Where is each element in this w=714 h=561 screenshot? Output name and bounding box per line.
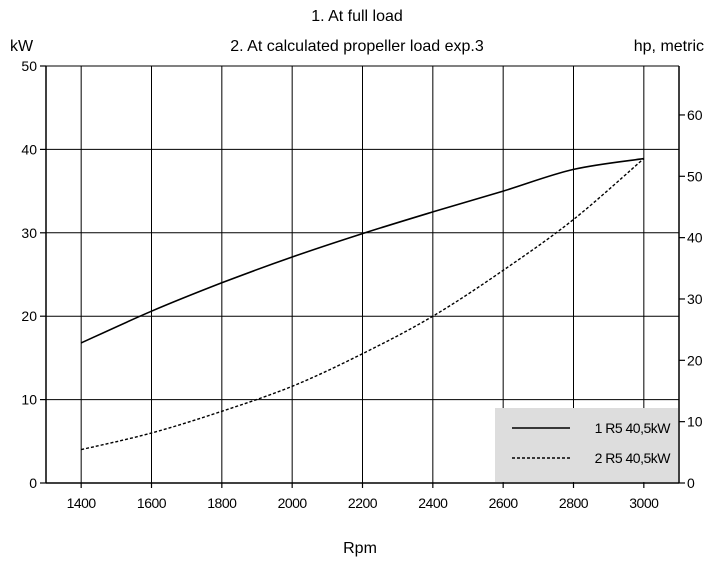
chart-title-line-1: 1. At full load <box>311 8 403 25</box>
y-tick-label-right-10: 10 <box>687 414 703 430</box>
axes: 0 10 20 30 40 50 0 10 20 30 40 50 60 1400 1600 1800 2000… <box>21 58 702 511</box>
x-axis-label: Rpm <box>343 540 377 557</box>
x-tick-label-2400: 2400 <box>418 495 448 511</box>
x-tick-label-2200: 2200 <box>348 495 378 511</box>
x-tick-label-2600: 2600 <box>489 495 519 511</box>
x-tick-label-1600: 1600 <box>137 495 167 511</box>
legend-box <box>495 408 678 482</box>
x-tick-label-2800: 2800 <box>559 495 589 511</box>
x-tick-label-1400: 1400 <box>67 495 97 511</box>
y-tick-label-left-30: 30 <box>21 225 37 241</box>
y-tick-label-right-30: 30 <box>687 291 703 307</box>
y-tick-label-right-0: 0 <box>687 475 695 491</box>
legend-label-2: 2 R5 40,5kW <box>595 450 672 466</box>
y-tick-label-right-40: 40 <box>687 230 703 246</box>
chart-title-line-2: 2. At calculated propeller load exp.3 <box>230 38 484 55</box>
x-tick-label-1800: 1800 <box>207 495 237 511</box>
x-tick-label-3000: 3000 <box>629 495 659 511</box>
series-line-1 <box>80 157 644 344</box>
y-tick-label-left-40: 40 <box>21 141 37 157</box>
y-tick-label-right-50: 50 <box>687 168 703 184</box>
y-tick-label-right-20: 20 <box>687 352 703 368</box>
y-tick-label-left-50: 50 <box>21 58 37 74</box>
y-tick-label-left-10: 10 <box>21 392 37 408</box>
y-axis-right-label: hp, metric <box>634 38 704 55</box>
y-tick-label-right-60: 60 <box>687 107 703 123</box>
y-tick-label-left-20: 20 <box>21 308 37 324</box>
y-tick-label-left-0: 0 <box>29 475 37 491</box>
series-line-2 <box>81 158 645 451</box>
legend-label-1: 1 R5 40,5kW <box>595 420 672 436</box>
series-lines <box>80 157 645 451</box>
legend: 1 R5 40,5kW 2 R5 40,5kW <box>495 408 678 482</box>
y-axis-left-label: kW <box>10 38 34 55</box>
x-tick-label-2000: 2000 <box>278 495 308 511</box>
